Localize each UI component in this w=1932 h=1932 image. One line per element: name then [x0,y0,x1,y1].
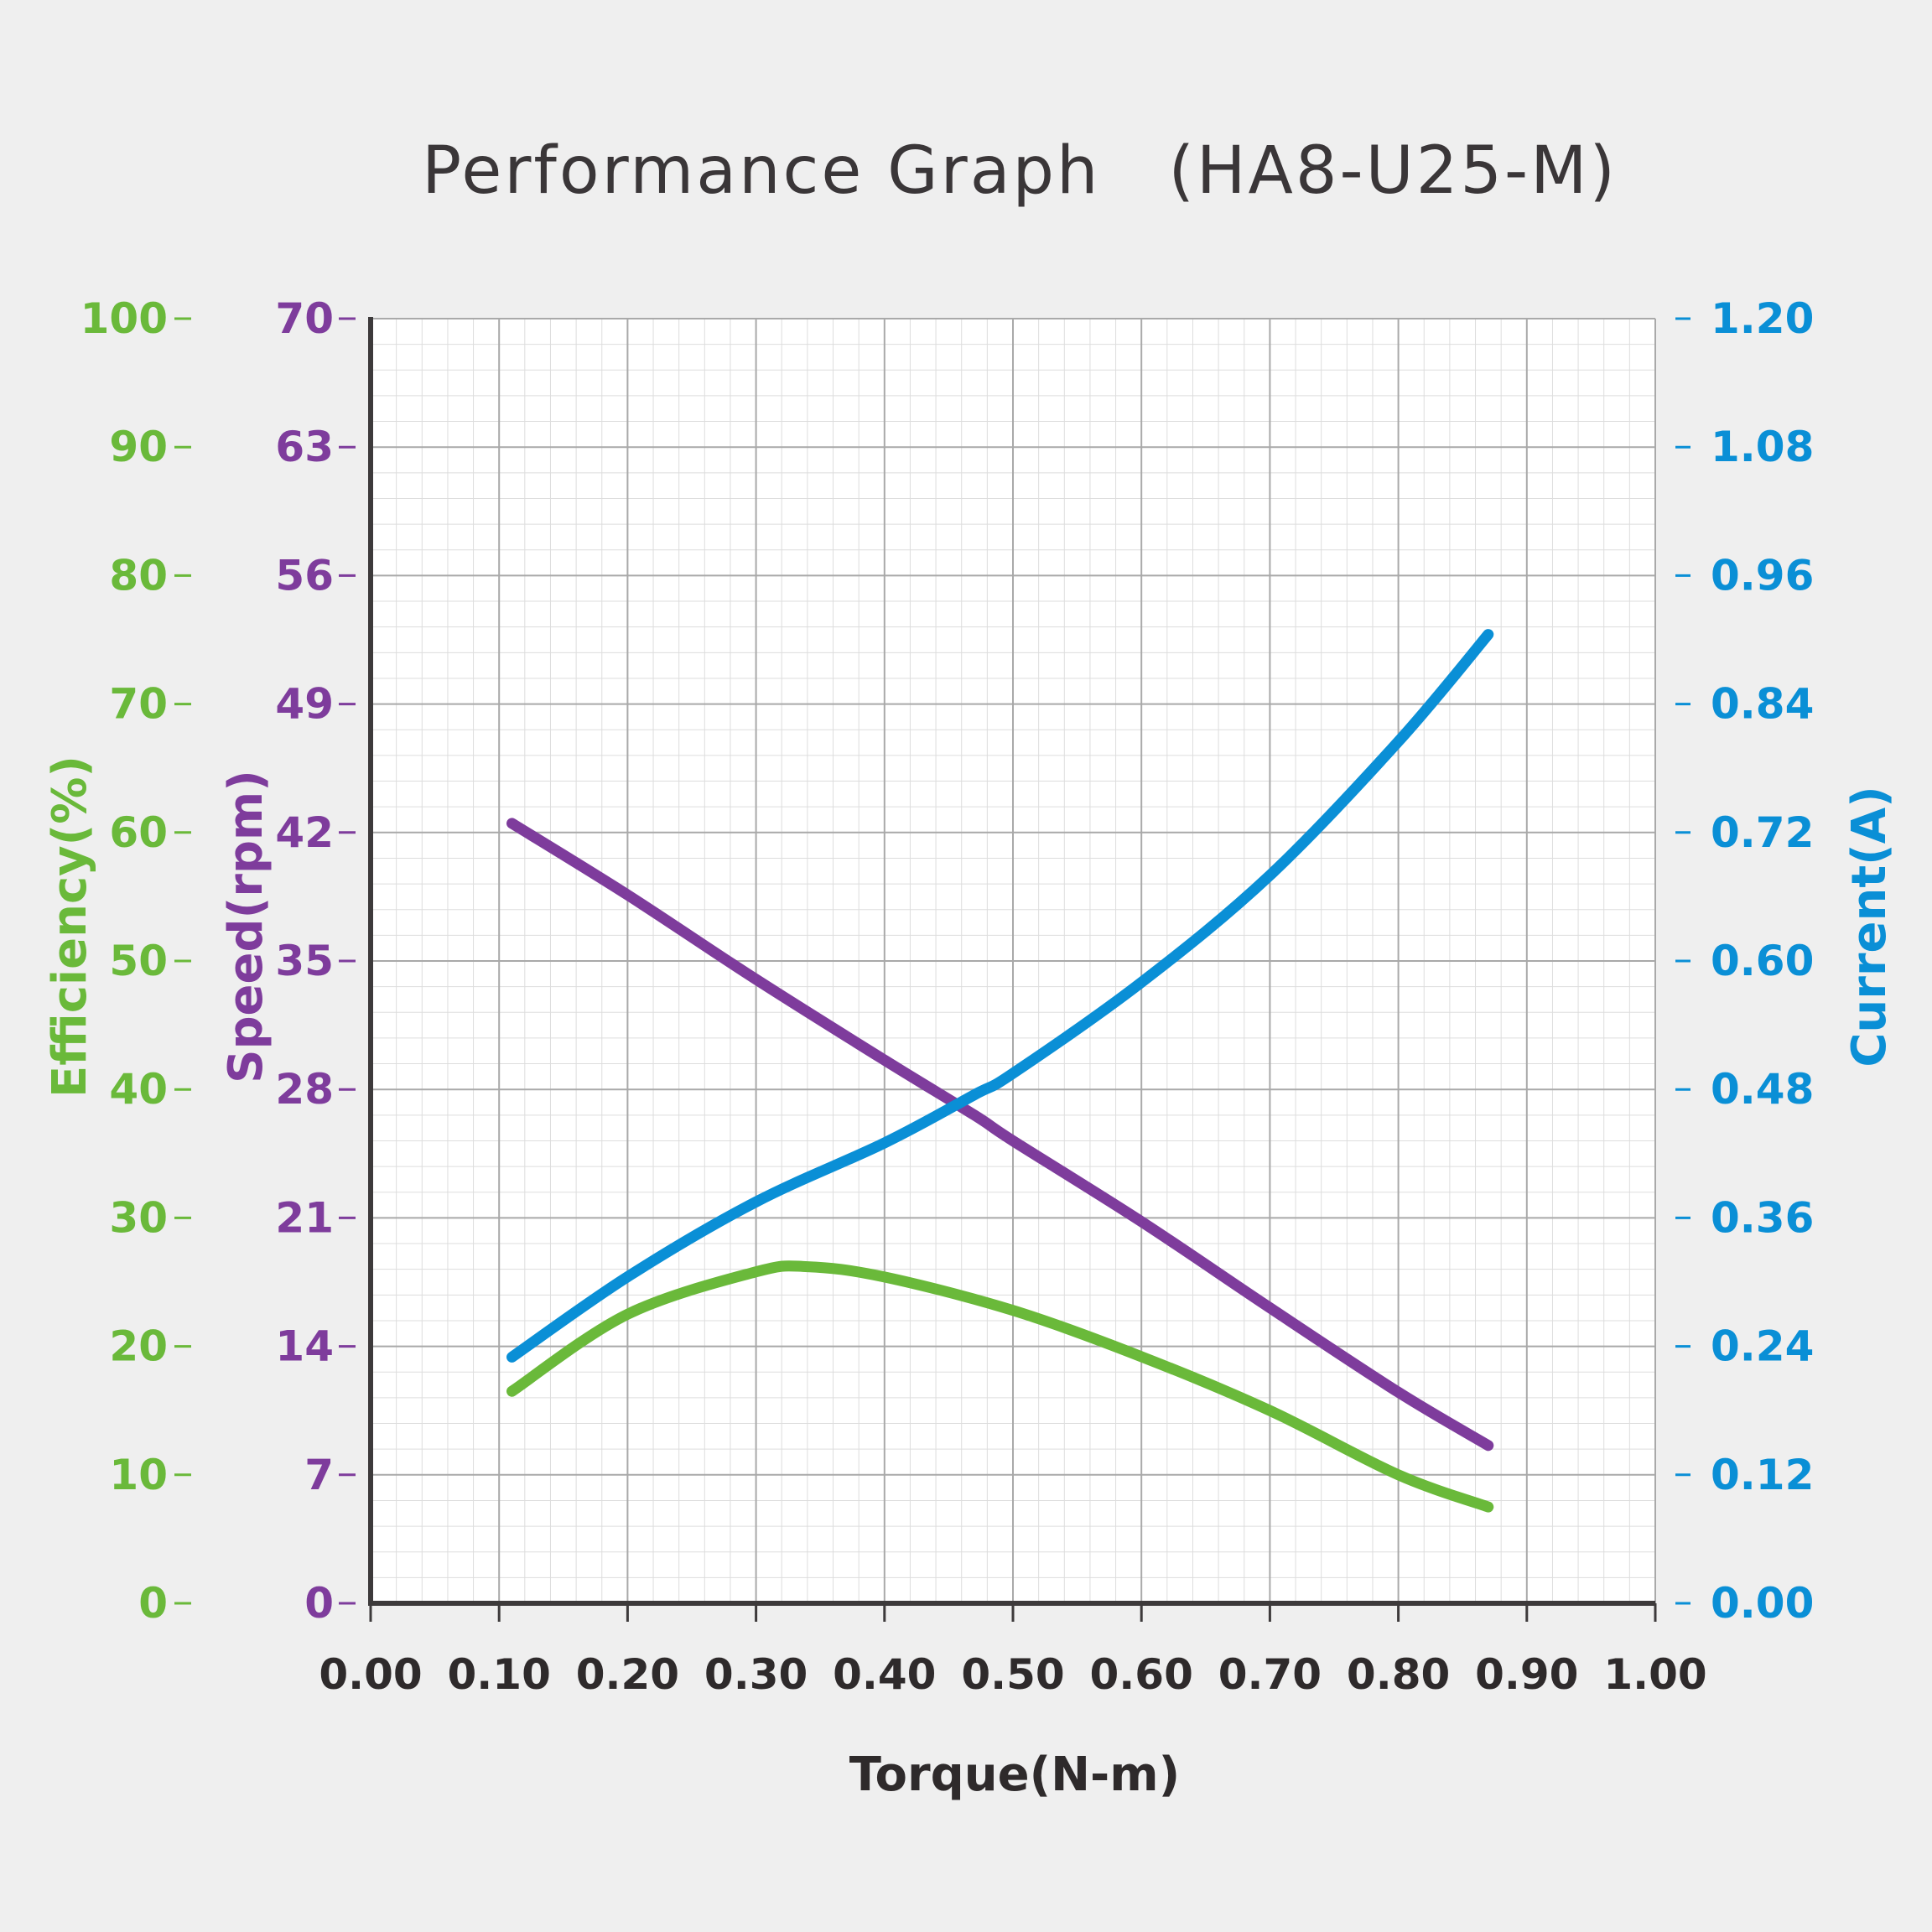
speed-tick-label: 35 [275,937,334,985]
efficiency-tick-label: 40 [109,1065,168,1114]
speed-line [506,818,1494,1452]
x-tick-label: 0.30 [704,1650,808,1699]
efficiency-axis-label: Efficiency(%) [43,756,97,1098]
efficiency-tick-label: 0 [138,1579,168,1628]
current-tick-label: 0.24 [1711,1322,1814,1371]
efficiency-tick-label: 100 [80,294,168,343]
current-axis-label: Current(A) [1842,786,1897,1067]
x-tick-label: 0.50 [961,1650,1064,1699]
speed-tick-label: 0 [304,1579,334,1628]
efficiency-tick-label: 30 [109,1193,168,1242]
x-tick-label: 0.60 [1090,1650,1193,1699]
current-tick-label: 0.84 [1711,680,1814,729]
data-series [506,629,1494,1513]
x-tick-label: 1.00 [1603,1650,1706,1699]
speed-tick-label: 14 [275,1322,334,1371]
x-tick-label: 0.00 [319,1650,422,1699]
efficiency-line [506,1260,1494,1513]
current-tick-label: 0.12 [1711,1451,1814,1499]
efficiency-tick-label: 80 [109,551,168,600]
efficiency-tick-label: 20 [109,1322,168,1371]
current-tick-label: 0.00 [1711,1579,1814,1628]
speed-tick-label: 63 [275,423,334,471]
current-tick-label: 0.48 [1711,1065,1814,1114]
efficiency-tick-label: 70 [109,680,168,729]
current-tick-label: 0.36 [1711,1193,1814,1242]
x-tick-label: 0.80 [1347,1650,1450,1699]
speed-tick-label: 28 [275,1065,334,1114]
speed-tick-label: 42 [275,808,334,857]
speed-tick-label: 49 [275,680,334,729]
tick-labels: 0.00 0.10 0.20 0.30 0.40 0.50 0.60 0.70 0.80 0.90… [80,294,1815,1699]
current-tick-label: 1.08 [1711,423,1814,471]
axes [368,317,1657,1622]
x-axis-label: Torque(N-m) [849,1748,1180,1802]
efficiency-tick-label: 50 [109,937,168,985]
x-tick-label: 0.20 [576,1650,679,1699]
current-tick-label: 0.60 [1711,937,1814,985]
current-line [506,629,1494,1363]
x-tick-label: 0.40 [833,1650,936,1699]
current-tick-label: 1.20 [1711,294,1814,343]
x-tick-label: 0.10 [448,1650,551,1699]
speed-tick-label: 56 [275,551,334,600]
speed-tick-label: 7 [304,1451,334,1499]
major-grid [371,318,1656,1603]
speed-axis-label: Speed(rpm) [219,770,273,1083]
x-tick-label: 0.90 [1475,1650,1578,1699]
current-tick-label: 0.72 [1711,808,1814,857]
speed-tick-label: 21 [275,1193,334,1242]
current-tick-label: 0.96 [1711,551,1814,600]
speed-tick-label: 70 [275,294,334,343]
efficiency-tick-label: 90 [109,423,168,471]
efficiency-tick-label: 60 [109,808,168,857]
axis-labels: Torque(N-m) Efficiency(%) Speed(rpm) Cur… [43,756,1897,1802]
chart-title: Performance Graph (HA8-U25-M) [422,133,1618,209]
x-tick-label: 0.70 [1218,1650,1322,1699]
efficiency-tick-label: 10 [109,1451,168,1499]
